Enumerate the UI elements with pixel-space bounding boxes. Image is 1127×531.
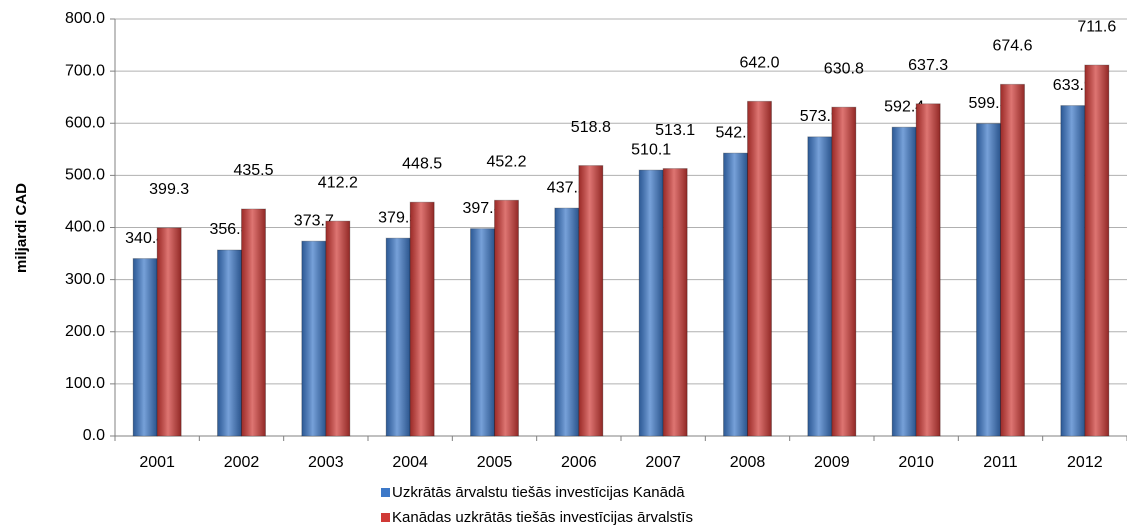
- x-tick-label: 2007: [645, 454, 681, 471]
- data-label: 373.7: [294, 212, 334, 229]
- bar-shine: [892, 127, 917, 437]
- x-tick-label: 2006: [561, 454, 597, 471]
- bar-shine: [976, 123, 1001, 437]
- data-label: 674.6: [992, 38, 1032, 55]
- bar-shine: [723, 153, 748, 437]
- legend-label: Kanādas uzkrātās tiešās investīcijas ārv…: [392, 509, 693, 526]
- data-label: 711.6: [1077, 18, 1116, 35]
- bar-shine: [301, 241, 326, 436]
- data-label: 452.2: [486, 154, 526, 171]
- y-tick-label: 700.0: [65, 62, 105, 79]
- legend-marker: [381, 488, 390, 497]
- data-label: 637.3: [908, 57, 948, 74]
- bar-shine: [578, 165, 603, 436]
- bar-shine: [916, 103, 941, 436]
- data-label: 397.8: [462, 200, 502, 217]
- data-label: 642.0: [739, 55, 779, 72]
- data-label: 340.4: [125, 230, 165, 247]
- bar-shine: [747, 101, 772, 437]
- x-tick-label: 2012: [1067, 454, 1103, 471]
- legend-label: Uzkrātās ārvalstu tiešās investīcijas Ka…: [392, 484, 685, 501]
- data-label: 573.9: [800, 108, 840, 125]
- data-label: 448.5: [402, 155, 442, 172]
- y-tick-label: 0.0: [83, 427, 105, 444]
- data-label: 379.5: [378, 209, 418, 226]
- data-label: 630.8: [824, 60, 864, 77]
- data-label: 633.9: [1053, 77, 1093, 94]
- bar-shine: [386, 238, 411, 436]
- bar-shine: [831, 107, 856, 437]
- bar-shine: [217, 250, 242, 436]
- bar-shine: [325, 221, 350, 436]
- y-tick-label: 800.0: [65, 10, 105, 27]
- x-tick-label: 2002: [224, 454, 260, 471]
- bar-shine: [554, 208, 579, 436]
- y-tick-label: 300.0: [65, 271, 105, 288]
- bar-shine: [1084, 65, 1109, 437]
- bar-shine: [157, 227, 182, 436]
- data-label: 437.2: [547, 179, 587, 196]
- data-label: 412.2: [318, 174, 358, 191]
- bar-shine: [494, 200, 519, 436]
- x-tick-label: 2003: [308, 454, 344, 471]
- data-label: 356.8: [209, 221, 249, 238]
- data-label: 542.7: [715, 124, 755, 141]
- x-tick-label: 2010: [898, 454, 934, 471]
- x-tick-label: 2011: [983, 454, 1018, 471]
- x-tick-label: 2009: [814, 454, 850, 471]
- data-label: 513.1: [655, 122, 695, 139]
- bar-shine: [1060, 105, 1085, 437]
- data-label: 399.3: [149, 181, 189, 198]
- bar-shine: [663, 168, 688, 436]
- y-axis-label: miljardi CAD: [13, 183, 30, 273]
- data-label: 518.8: [571, 119, 611, 136]
- bar-shine: [639, 170, 664, 436]
- bar-shine: [807, 136, 832, 437]
- x-tick-label: 2001: [139, 454, 175, 471]
- data-label: 435.5: [233, 162, 273, 179]
- bar-shine: [241, 208, 266, 436]
- y-tick-label: 200.0: [65, 323, 105, 340]
- bar-shine: [133, 258, 158, 436]
- bar-shine: [410, 202, 435, 436]
- bar-shine: [1000, 84, 1025, 436]
- data-label: 599.3: [968, 95, 1008, 112]
- data-label: 592.4: [884, 98, 924, 115]
- x-tick-label: 2004: [392, 454, 428, 471]
- y-tick-label: 100.0: [65, 375, 105, 392]
- y-tick-label: 600.0: [65, 114, 105, 131]
- legend-marker: [381, 513, 390, 522]
- y-tick-label: 500.0: [65, 167, 105, 184]
- x-tick-label: 2008: [730, 454, 766, 471]
- y-tick-label: 400.0: [65, 219, 105, 236]
- x-tick-label: 2005: [477, 454, 513, 471]
- bar-shine: [470, 228, 495, 436]
- data-label: 510.1: [631, 141, 671, 158]
